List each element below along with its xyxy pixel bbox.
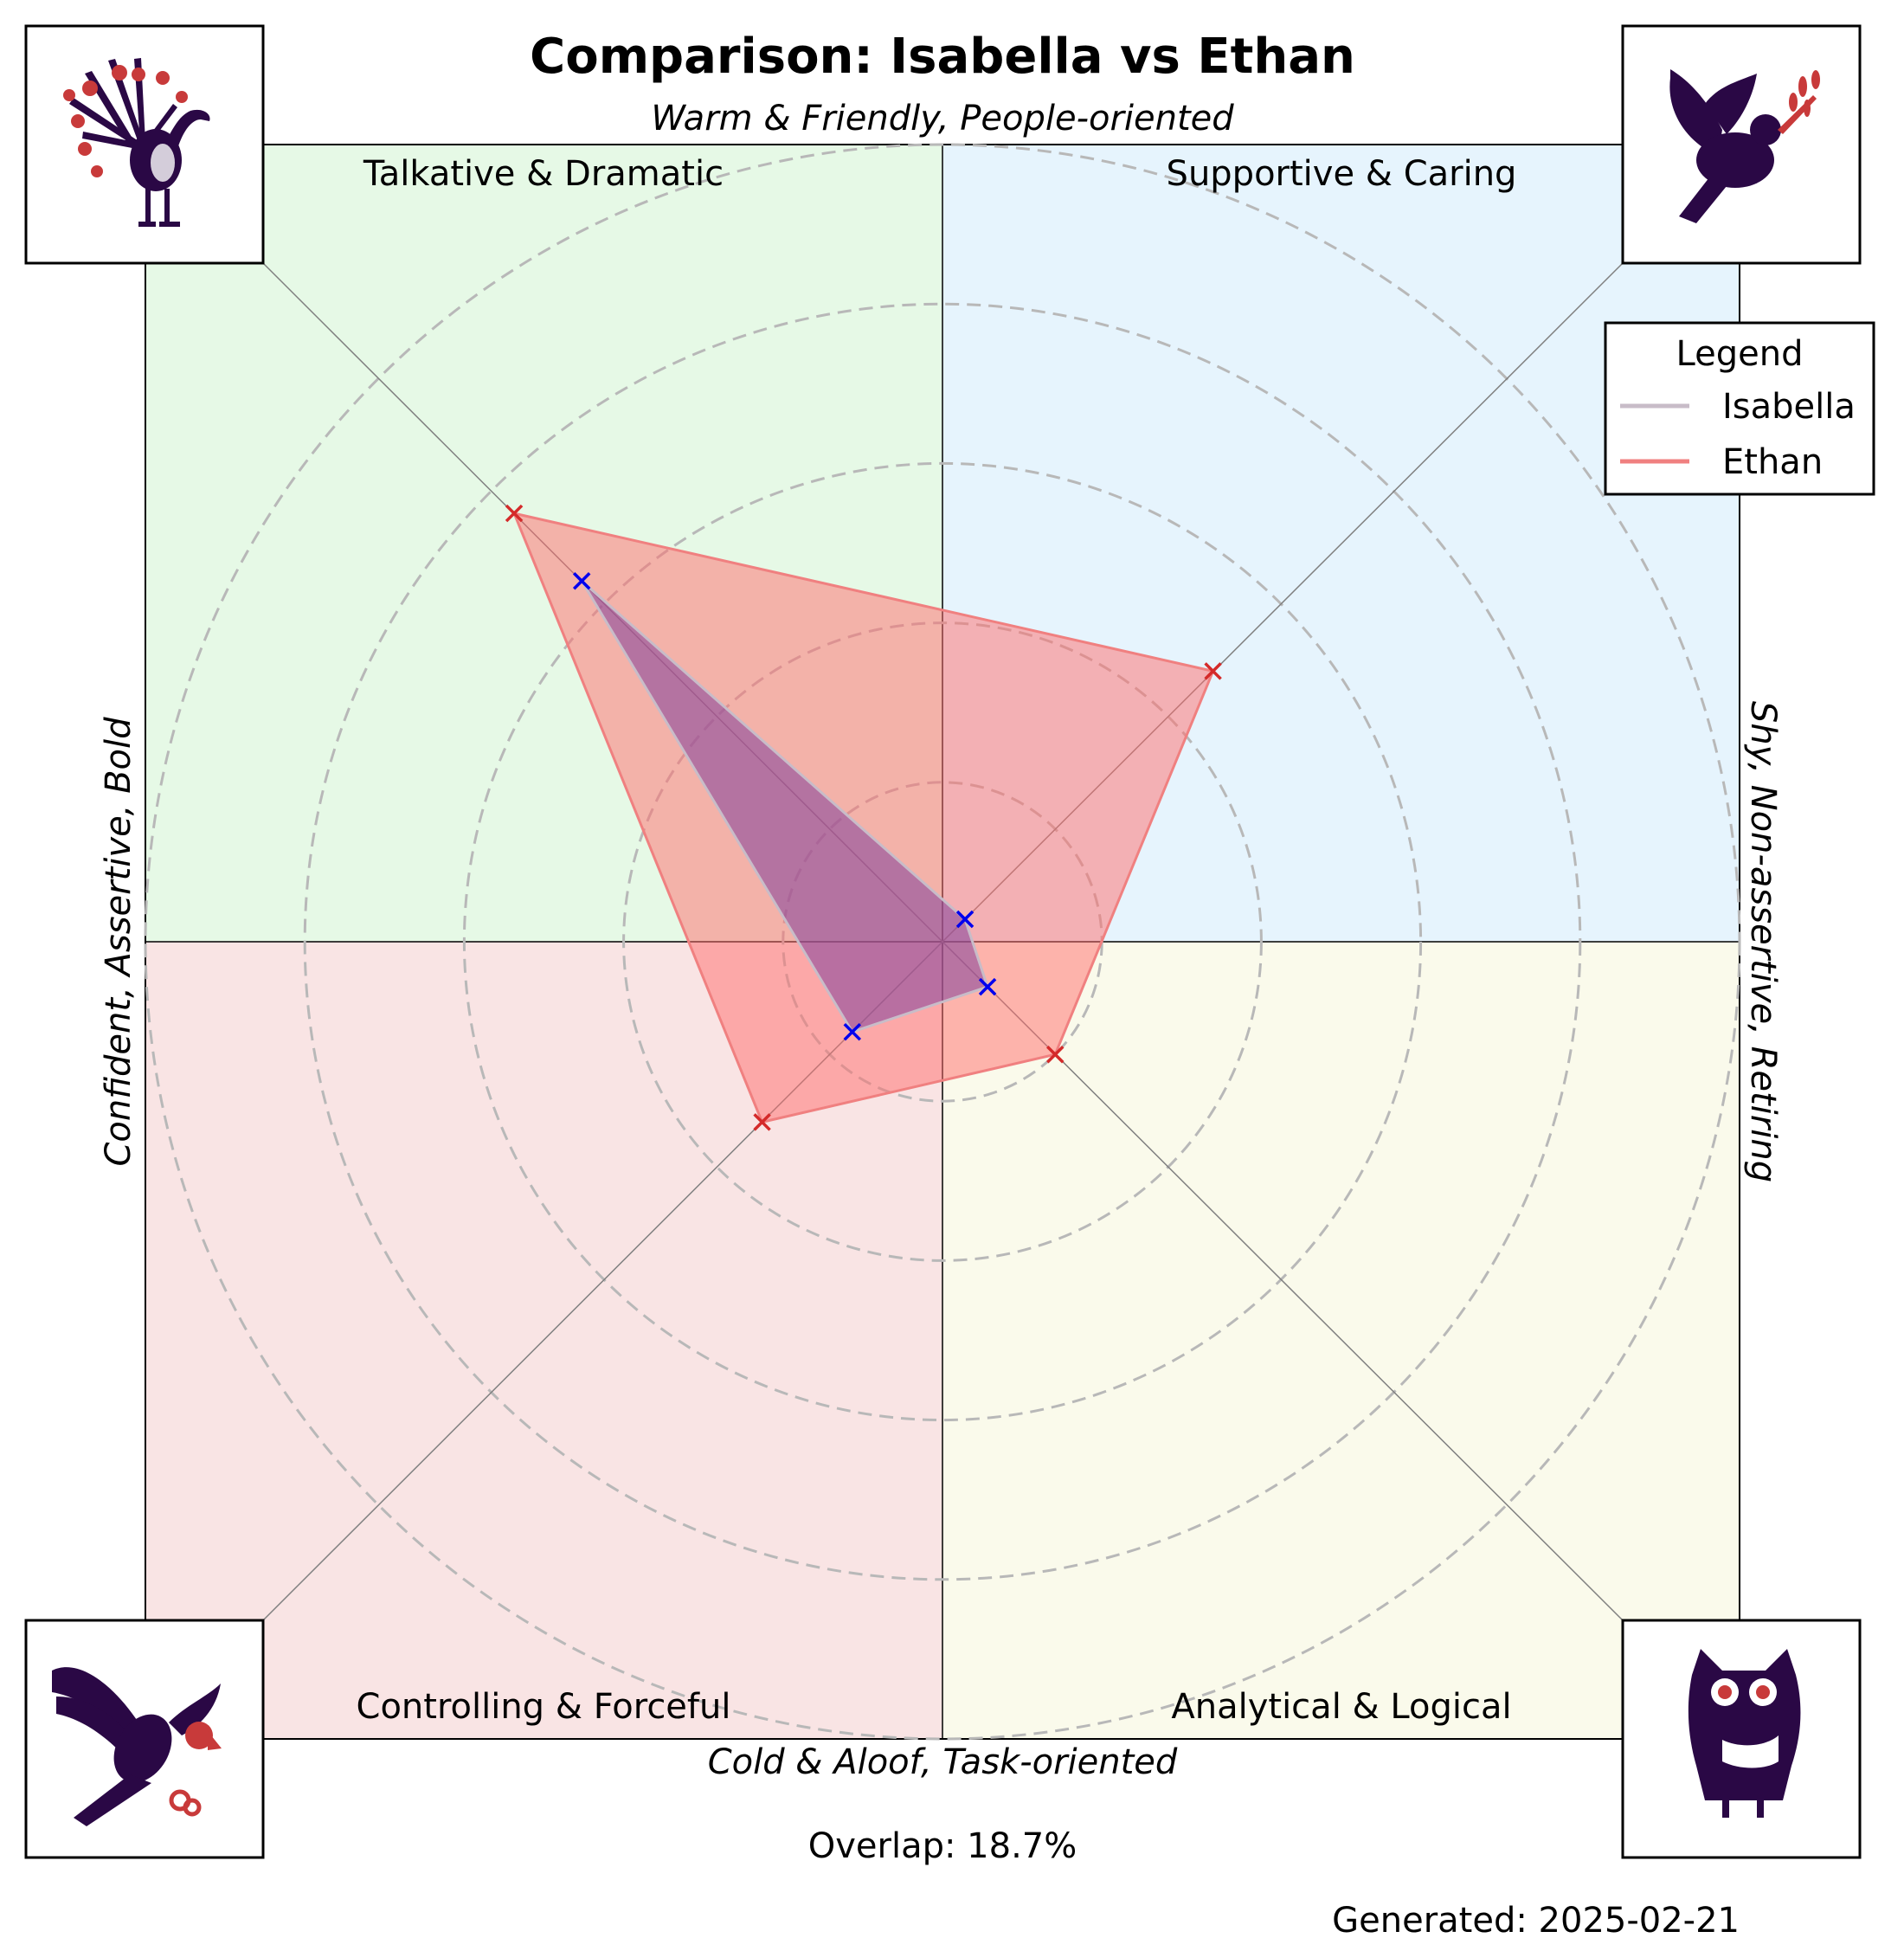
series-markers (505, 504, 1222, 1131)
marker-isabella (572, 571, 591, 590)
grid-ring (303, 302, 1582, 1581)
chart-title: Comparison: Isabella vs Ethan (530, 29, 1355, 85)
marker-ethan (505, 504, 524, 523)
legend: Legend Isabella Ethan (1604, 321, 1875, 496)
grid-ring (462, 461, 1423, 1422)
axis-label-right: Shy, Non-assertive, Retiring (1743, 701, 1783, 1182)
marker-isabella (955, 910, 975, 929)
legend-label-isabella: Isabella (1722, 387, 1856, 427)
legend-box (1604, 321, 1875, 496)
axis-label-bottom: Cold & Aloof, Task-oriented (708, 1742, 1178, 1782)
axis-label-left: Confident, Assertive, Bold (99, 717, 138, 1167)
marker-ethan (753, 1113, 771, 1131)
quadrant-label-top-left: Talkative & Dramatic (363, 154, 724, 194)
quadrant-label-bottom-left: Controlling & Forceful (357, 1687, 731, 1727)
overlap-text: Overlap: 18.7% (808, 1826, 1077, 1866)
marker-isabella (843, 1022, 862, 1041)
owl-icon (1621, 1619, 1862, 1859)
marker-ethan (1204, 662, 1222, 680)
marker-isabella (978, 977, 997, 996)
grid-ring (144, 143, 1741, 1741)
axis-label-top: Warm & Friendly, People-oriented (651, 99, 1234, 138)
dove-icon (1621, 24, 1862, 265)
generated-text: Generated: 2025-02-21 (1332, 1901, 1740, 1938)
grid-rings (144, 143, 1741, 1741)
quadrant-label-top-right: Supportive & Caring (1167, 154, 1517, 194)
legend-title: Legend (1676, 334, 1804, 374)
eagle-icon (24, 1619, 265, 1859)
marker-ethan (1046, 1046, 1065, 1064)
peacock-icon (24, 24, 265, 265)
quadrant-label-bottom-right: Analytical & Logical (1171, 1687, 1511, 1727)
legend-label-ethan: Ethan (1722, 442, 1823, 482)
